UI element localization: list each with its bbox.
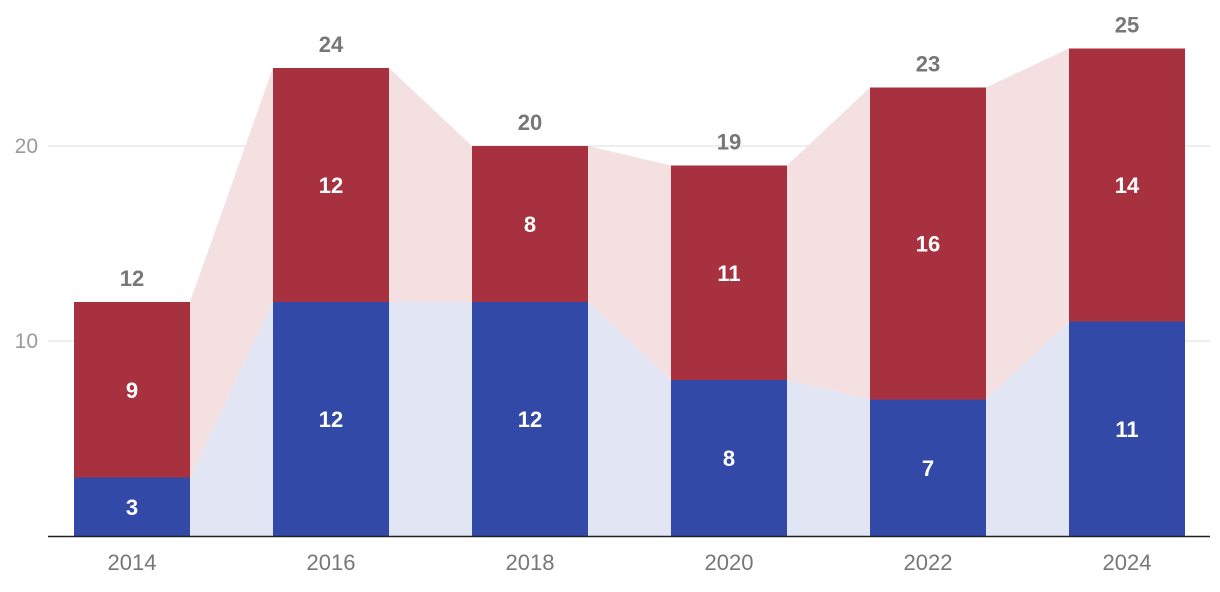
- data-label-series-2: 14: [1115, 173, 1140, 198]
- data-label-series-2: 8: [524, 212, 536, 237]
- data-label-series-1: 3: [126, 495, 138, 520]
- data-label-series-2: 9: [126, 378, 138, 403]
- x-tick-label: 2016: [307, 550, 356, 575]
- band-series-1: [389, 302, 472, 536]
- y-tick-label: 10: [15, 330, 38, 353]
- x-tick-label: 2018: [506, 550, 555, 575]
- bar-series-1: [1069, 321, 1185, 536]
- data-label-series-1: 11: [1115, 417, 1138, 442]
- total-label: 12: [120, 266, 144, 291]
- bar-series-2: [472, 146, 588, 302]
- band-series-2: [787, 87, 870, 400]
- total-label: 24: [319, 32, 344, 57]
- total-label: 20: [518, 110, 542, 135]
- band-series-2: [588, 146, 671, 380]
- bar-series-2: [273, 68, 389, 302]
- band-series-1: [190, 302, 273, 536]
- bar-series-1: [273, 302, 389, 536]
- data-label-series-2: 11: [717, 261, 740, 286]
- total-label: 23: [916, 52, 940, 77]
- total-label: 25: [1115, 13, 1139, 38]
- data-label-series-2: 16: [916, 232, 940, 257]
- bar-series-1: [671, 380, 787, 536]
- bar-series-2: [671, 165, 787, 380]
- x-tick-label: 2020: [705, 550, 754, 575]
- data-label-series-1: 12: [319, 407, 343, 432]
- axes: 10 20 2014 2016 2018 2020 2022 2024: [15, 135, 1210, 575]
- y-tick-label: 20: [15, 135, 38, 158]
- bar-series-1: [472, 302, 588, 536]
- data-label-series-2: 12: [319, 173, 343, 198]
- band-series-2: [986, 48, 1069, 400]
- data-label-series-1: 8: [723, 446, 735, 471]
- band-series-2: [190, 68, 273, 478]
- bars: [74, 48, 1185, 536]
- band-series-2: [389, 68, 472, 302]
- data-label-series-1: 7: [922, 456, 934, 481]
- bar-series-2: [1069, 48, 1185, 322]
- band-series-1: [787, 380, 870, 536]
- band-series-1: [986, 321, 1069, 536]
- data-labels: 3 9 12 12 12 24 12 8 20 8 11 19 7 16 23 11 14 25: [120, 13, 1140, 520]
- x-tick-label: 2024: [1103, 550, 1152, 575]
- bar-series-2: [74, 302, 190, 478]
- total-label: 19: [717, 130, 741, 155]
- bar-series-1: [870, 399, 986, 536]
- connector-bands: [190, 48, 1069, 536]
- x-tick-label: 2014: [108, 550, 157, 575]
- bar-series-1: [74, 477, 190, 536]
- data-label-series-1: 12: [518, 407, 542, 432]
- x-tick-label: 2022: [904, 550, 953, 575]
- bar-series-2: [870, 87, 986, 400]
